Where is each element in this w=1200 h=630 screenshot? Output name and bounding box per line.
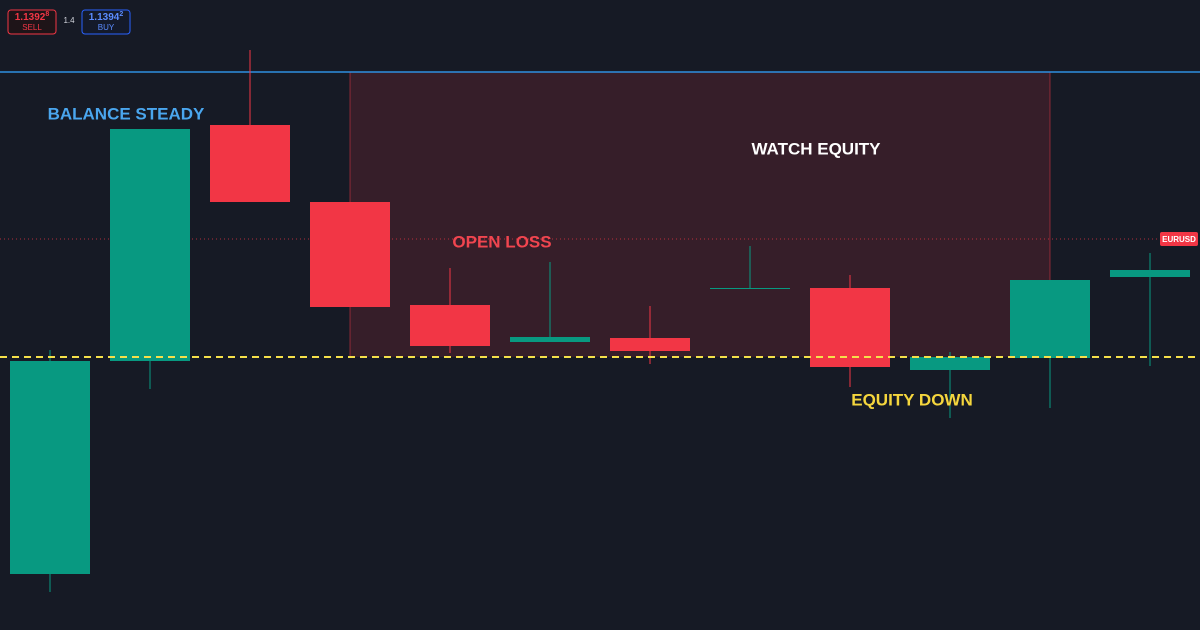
candle-body bbox=[1010, 280, 1090, 358]
candle-body bbox=[410, 305, 490, 346]
buy-price: 1.13942 bbox=[89, 11, 124, 23]
buy-label: BUY bbox=[98, 23, 115, 32]
sell-button[interactable] bbox=[7, 9, 57, 35]
candle-body bbox=[510, 337, 590, 342]
candle-body bbox=[210, 125, 290, 202]
symbol-tag-bg bbox=[1160, 232, 1198, 246]
buy-pip: 2 bbox=[119, 11, 123, 18]
candle-body bbox=[810, 288, 890, 367]
candle-body bbox=[110, 129, 190, 361]
sell-price: 1.13928 bbox=[15, 11, 50, 23]
annotation: OPEN LOSS bbox=[452, 232, 551, 251]
sell-price-main: 1.1392 bbox=[15, 12, 46, 23]
trade-panel: 1.13928 SELL 1.4 1.13942 BUY bbox=[7, 9, 131, 35]
buy-button[interactable] bbox=[81, 9, 131, 35]
annotation: BALANCE STEADY bbox=[48, 104, 205, 123]
candle-body bbox=[610, 338, 690, 351]
buy-price-main: 1.1394 bbox=[89, 12, 120, 23]
candle-body bbox=[710, 288, 790, 289]
candle-body bbox=[310, 202, 390, 307]
candle-body bbox=[1110, 270, 1190, 277]
sell-pip: 8 bbox=[45, 11, 49, 18]
annotation: WATCH EQUITY bbox=[751, 139, 881, 158]
symbol-tag: EURUSD bbox=[1162, 235, 1196, 244]
candle-body bbox=[10, 361, 90, 574]
annotation: EQUITY DOWN bbox=[851, 390, 973, 409]
spread: 1.4 bbox=[63, 16, 75, 25]
candle-body bbox=[910, 357, 990, 370]
sell-label: SELL bbox=[22, 23, 42, 32]
